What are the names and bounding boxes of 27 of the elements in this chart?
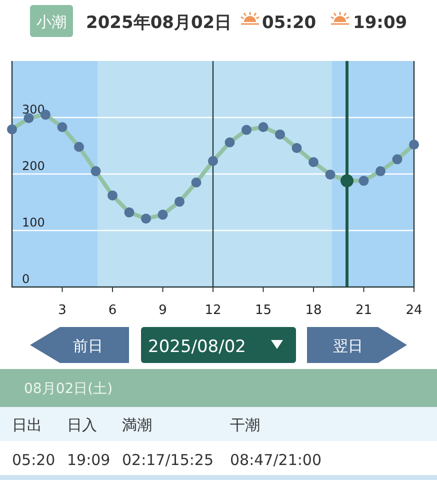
x-tick-label: 3 — [58, 303, 66, 318]
text: 日出 — [12, 416, 42, 434]
text: 日入 — [67, 416, 97, 434]
x-tick-label: 21 — [355, 303, 372, 318]
chart-title: 2025年08月02日 — [86, 13, 232, 33]
text: 小潮 — [36, 13, 66, 31]
text: 19:09 — [67, 451, 110, 469]
text: 05:20 — [262, 13, 316, 33]
x-tick-label: 24 — [406, 303, 422, 318]
text: 干潮 — [230, 416, 260, 434]
text: 前日 — [73, 337, 103, 355]
x-tick-label: 12 — [204, 303, 222, 318]
text: 02:17/15:25 — [122, 451, 214, 469]
y-tick-label: 200 — [22, 159, 45, 173]
x-tick-label: 18 — [305, 303, 322, 318]
text: 08:47/21:00 — [230, 451, 322, 469]
y-tick-label: 0 — [22, 272, 30, 286]
text: 08月02日(土) — [24, 381, 113, 397]
y-tick-label: 100 — [22, 216, 45, 230]
x-tick-label: 6 — [108, 303, 117, 318]
x-tick-label: 15 — [254, 303, 272, 318]
x-tick-label: 9 — [158, 303, 167, 318]
text: 満潮 — [122, 416, 152, 434]
text: 2025/08/02 — [148, 337, 246, 357]
text: 翌日 — [333, 337, 363, 355]
text: 05:20 — [12, 451, 56, 469]
text: 19:09 — [353, 13, 408, 33]
